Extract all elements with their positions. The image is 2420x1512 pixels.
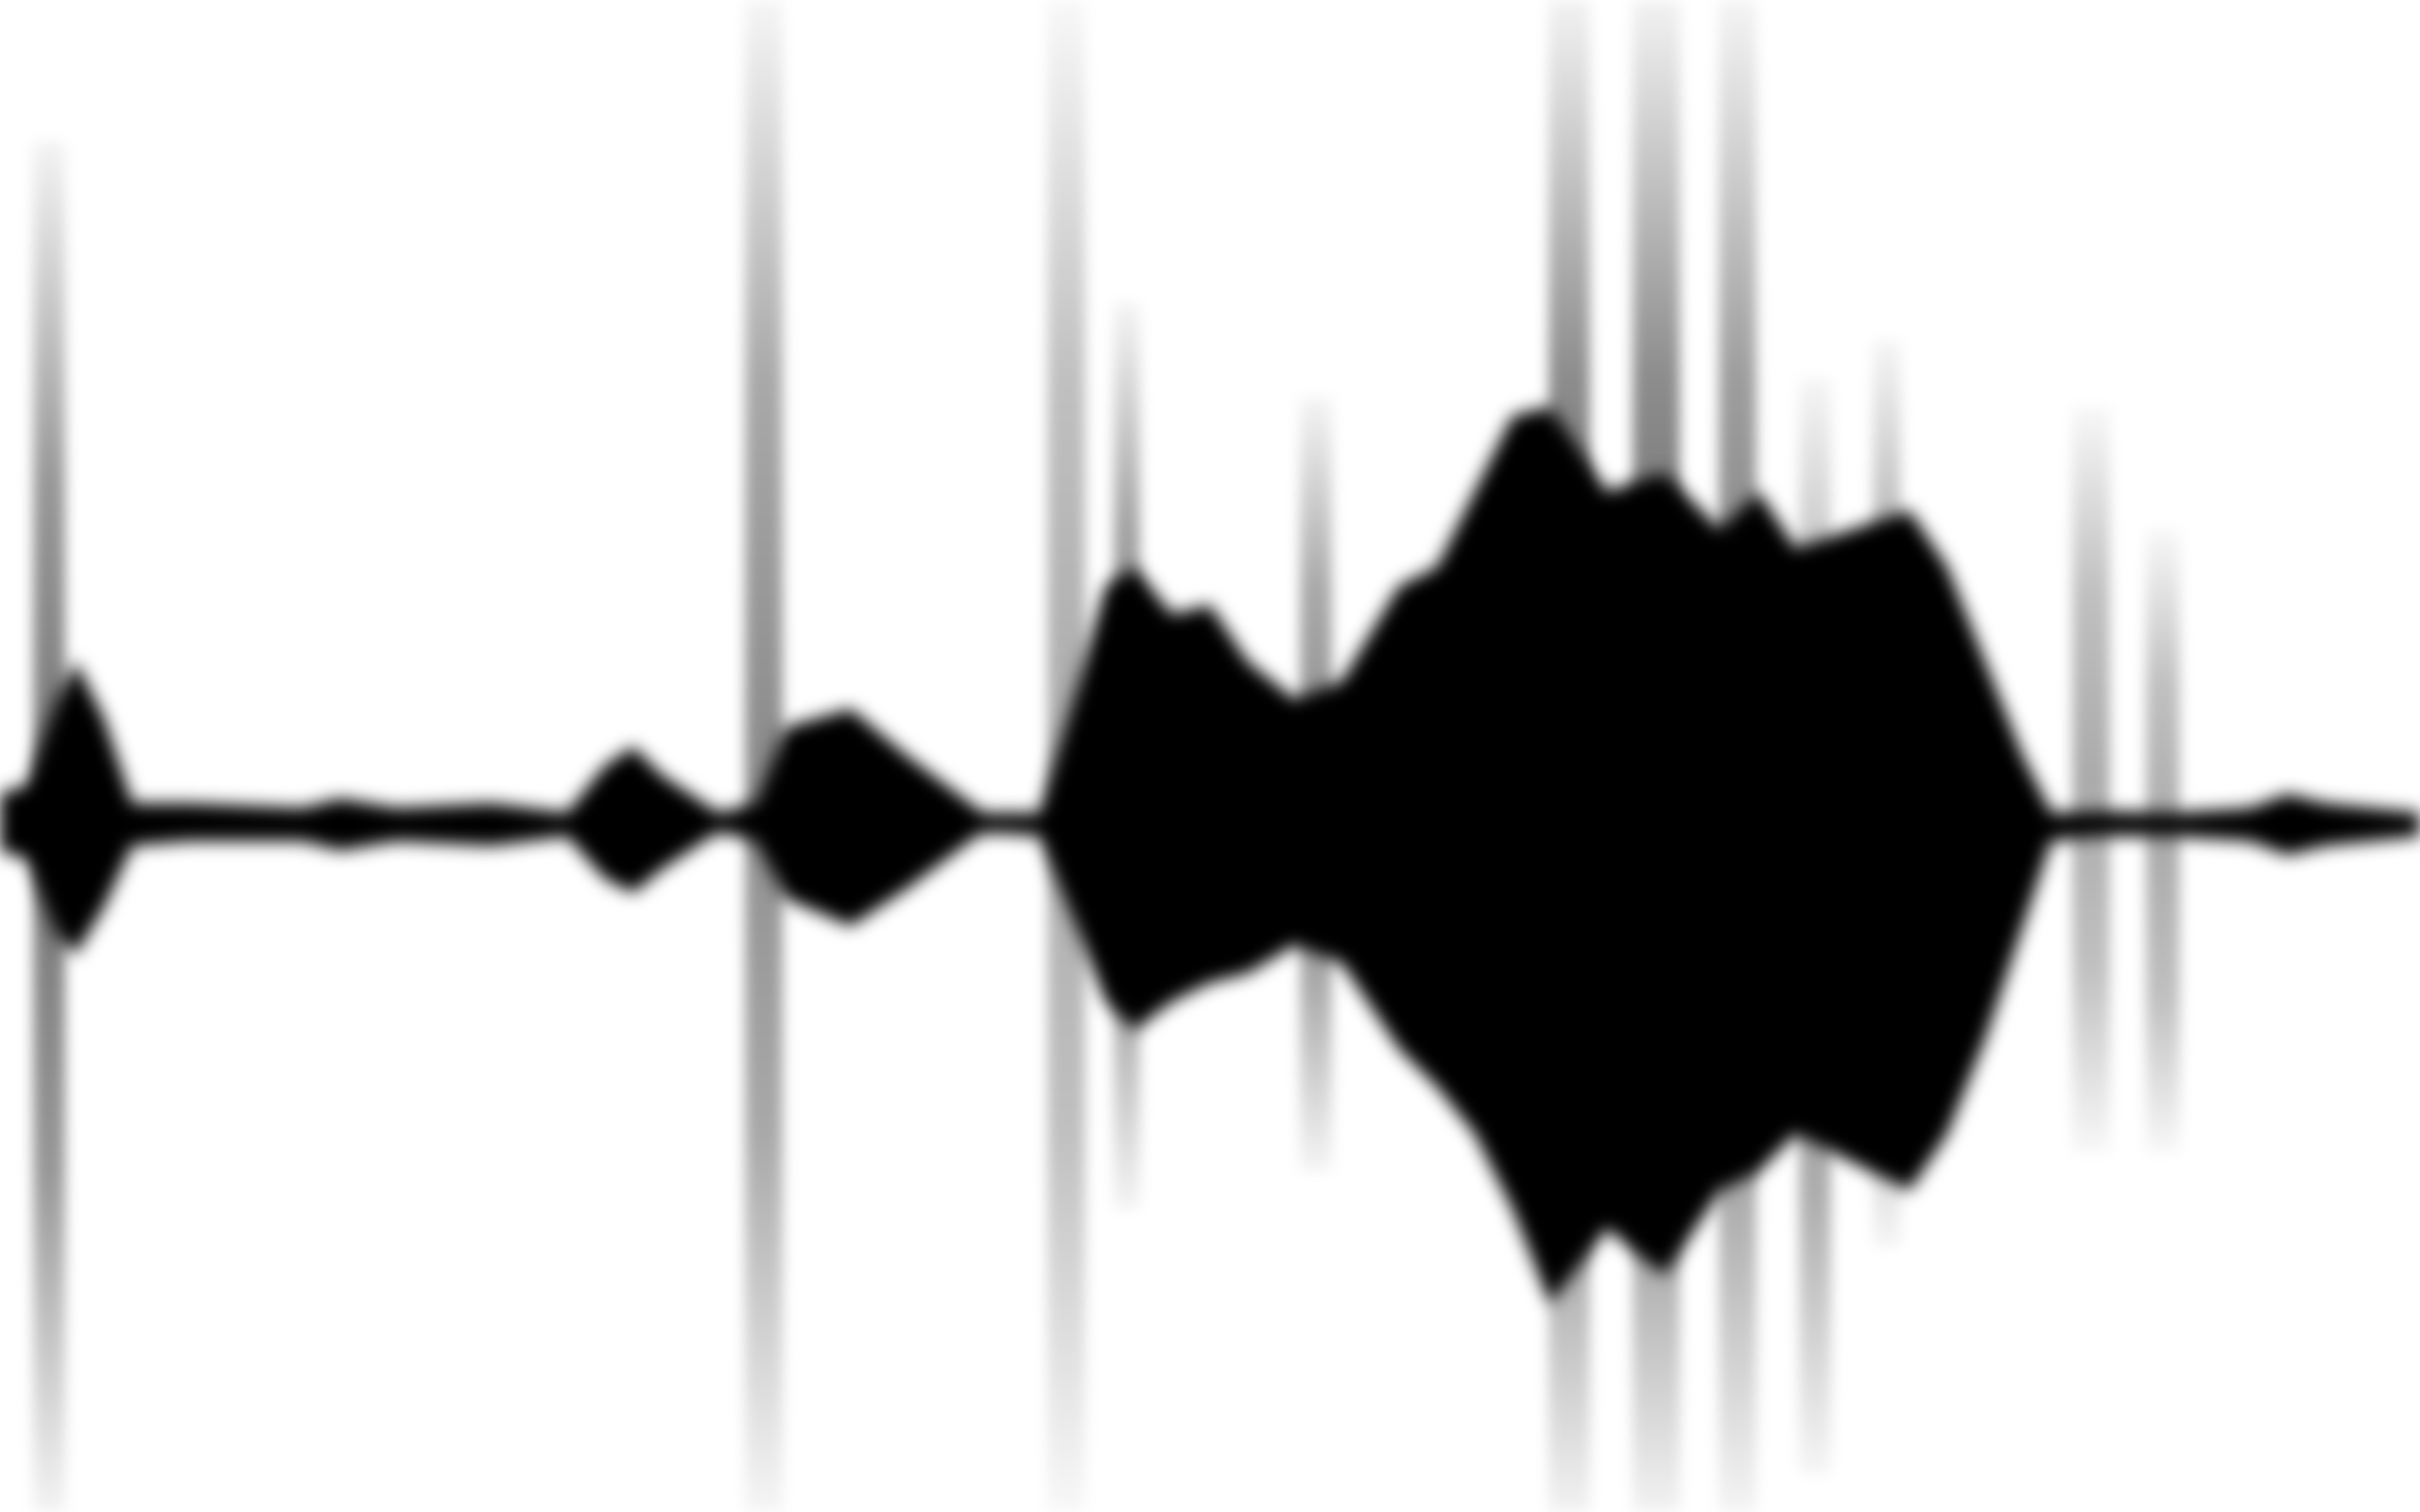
streak-11	[2072, 406, 2110, 1153]
waveform-envelope	[0, 406, 2420, 1304]
streak-12	[2146, 529, 2180, 1153]
waveform-body	[0, 406, 2420, 1304]
waveform-baseline	[0, 815, 2420, 833]
